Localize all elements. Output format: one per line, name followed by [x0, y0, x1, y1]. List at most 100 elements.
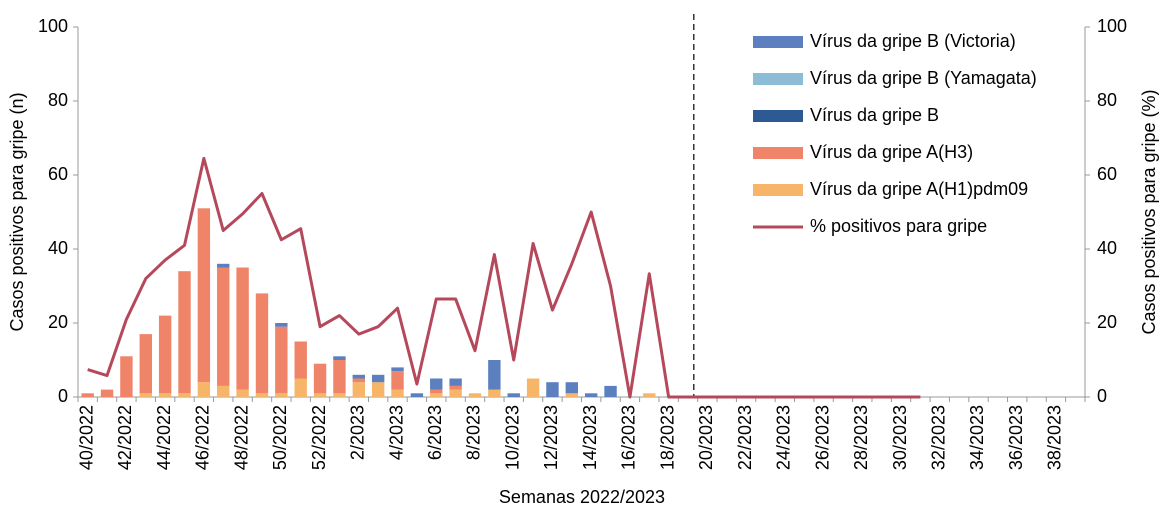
bar	[391, 389, 404, 397]
bar	[604, 385, 617, 397]
bar	[410, 393, 424, 397]
x-tick-label: 22/2023	[735, 405, 755, 470]
legend-label: Vírus da gripe A(H3)	[810, 142, 973, 162]
bar	[236, 267, 249, 390]
bar	[468, 393, 482, 397]
bar	[275, 323, 288, 327]
y2-tick-label: 100	[1097, 16, 1127, 36]
x-tick-label: 24/2023	[774, 405, 794, 470]
x-tick-label: 30/2023	[890, 405, 910, 470]
bar	[313, 393, 327, 397]
bar	[507, 393, 520, 397]
bar	[352, 374, 365, 379]
legend-label: % positivos para gripe	[810, 216, 987, 236]
legend-swatch	[753, 147, 803, 159]
bar	[584, 393, 598, 397]
bar	[217, 385, 230, 397]
y-tick-label: 20	[48, 312, 68, 332]
bar	[139, 393, 152, 397]
bar	[430, 378, 443, 390]
bar	[333, 393, 346, 397]
bar	[275, 393, 288, 397]
x-tick-label: 8/2023	[464, 405, 484, 460]
x-tick-label: 18/2023	[657, 405, 677, 470]
bar	[139, 334, 152, 394]
bar	[371, 382, 385, 397]
x-tick-label: 12/2023	[541, 405, 561, 470]
legend-swatch	[753, 184, 803, 196]
y-tick-label: 80	[48, 90, 68, 110]
y-tick-label: 100	[38, 16, 68, 36]
bar	[391, 371, 404, 390]
bar	[294, 378, 307, 397]
x-tick-label: 10/2023	[502, 405, 522, 470]
bar	[217, 263, 230, 268]
legend-label: Vírus da gripe A(H1)pdm09	[810, 179, 1028, 199]
x-tick-label: 48/2022	[231, 405, 251, 470]
bar	[100, 389, 114, 397]
legend-label: Vírus da gripe B	[810, 105, 939, 125]
x-tick-label: 28/2023	[851, 405, 871, 470]
legend-swatch	[753, 36, 803, 48]
legend-swatch	[753, 110, 803, 122]
y-axis-title: Casos positivos para gripe (n)	[7, 92, 27, 331]
bar	[546, 382, 559, 397]
bar	[294, 341, 307, 379]
y2-tick-label: 0	[1097, 386, 1107, 406]
x-tick-label: 52/2022	[309, 405, 329, 470]
x-tick-label: 34/2023	[967, 405, 987, 470]
bar	[391, 367, 404, 372]
x-tick-label: 20/2023	[696, 405, 716, 470]
x-tick-label: 46/2022	[193, 405, 213, 470]
bar	[430, 389, 443, 394]
bar	[158, 315, 172, 394]
bar	[565, 393, 579, 397]
x-tick-label: 38/2023	[1045, 405, 1065, 470]
x-tick-label: 40/2022	[76, 405, 96, 470]
x-tick-label: 4/2023	[386, 405, 406, 460]
x-tick-label: 14/2023	[580, 405, 600, 470]
bar	[526, 378, 540, 397]
bar	[430, 393, 443, 397]
x-tick-label: 44/2022	[154, 405, 174, 470]
y2-tick-label: 80	[1097, 90, 1117, 110]
line	[87, 156, 921, 399]
legend-label: Vírus da gripe B (Yamagata)	[810, 68, 1037, 88]
bar	[643, 393, 656, 397]
bar	[217, 267, 230, 386]
bar	[449, 378, 462, 386]
bar	[313, 363, 327, 394]
x-tick-label: 2/2023	[348, 405, 368, 460]
bar	[565, 382, 579, 394]
bar	[255, 293, 269, 394]
bar	[197, 382, 211, 397]
bar	[275, 326, 288, 394]
bar	[236, 389, 249, 397]
bar	[488, 389, 501, 397]
x-tick-label: 36/2023	[1006, 405, 1026, 470]
bar	[178, 393, 191, 397]
x-tick-label: 50/2022	[270, 405, 290, 470]
x-tick-label: 6/2023	[425, 405, 445, 460]
bar	[449, 389, 462, 397]
bar	[488, 360, 501, 390]
legend-label: Vírus da gripe B (Victoria)	[810, 31, 1016, 51]
y-tick-label: 0	[58, 386, 68, 406]
legend-swatch	[753, 73, 803, 85]
bar	[197, 208, 211, 383]
x-tick-label: 32/2023	[929, 405, 949, 470]
bar	[178, 271, 191, 394]
x-tick-label: 16/2023	[619, 405, 639, 470]
bar	[333, 356, 346, 360]
y2-tick-label: 40	[1097, 238, 1117, 258]
bar	[81, 393, 94, 397]
bar	[352, 382, 365, 397]
x-axis-title: Semanas 2022/2023	[499, 487, 665, 507]
y2-axis-title: Casos positivos para gripe (%)	[1139, 89, 1159, 334]
bar	[449, 385, 462, 390]
bar	[158, 393, 172, 397]
bar	[333, 360, 346, 394]
y-tick-label: 40	[48, 238, 68, 258]
y2-tick-label: 20	[1097, 312, 1117, 332]
